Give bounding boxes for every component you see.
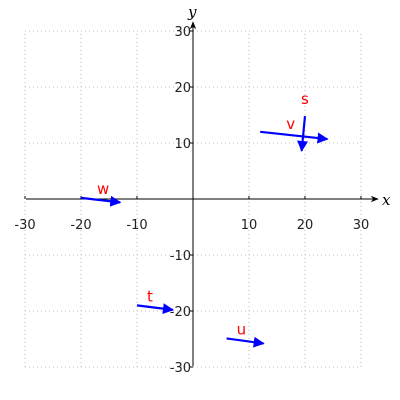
vector-v-arrow: [260, 130, 329, 144]
vector-w-arrow: [80, 195, 122, 207]
x-tick-label: -20: [70, 218, 91, 233]
vector-v-label: v: [286, 115, 295, 133]
vector-u-arrow: [226, 336, 265, 348]
vector-t-label: t: [147, 287, 153, 305]
vector-s-arrow: [297, 116, 309, 152]
y-tick-label: 10: [174, 137, 191, 152]
ticks: -30 -20 -10 10 20 30 -30 -20 -10 10 20 30: [14, 25, 369, 376]
vector-w-label: w: [97, 180, 109, 198]
vectors: w vs t u: [80, 90, 329, 348]
vector-u-label: u: [237, 320, 247, 338]
vector-t-arrow: [136, 303, 174, 315]
y-axis-label: y: [187, 3, 197, 21]
x-tick-label: -30: [14, 218, 35, 233]
x-tick-label: -10: [126, 218, 147, 233]
y-tick-label: -20: [170, 305, 191, 320]
y-tick-label: -30: [170, 361, 191, 376]
y-tick-label: -10: [170, 249, 191, 264]
x-tick-label: 20: [297, 218, 314, 233]
vector-s-label: s: [301, 90, 309, 108]
axes: xy: [26, 3, 391, 366]
y-tick-label: 30: [174, 25, 191, 40]
y-tick-label: 20: [174, 81, 191, 96]
x-tick-label: 10: [241, 218, 258, 233]
x-axis-label: x: [382, 191, 391, 209]
x-tick-label: 30: [353, 218, 370, 233]
